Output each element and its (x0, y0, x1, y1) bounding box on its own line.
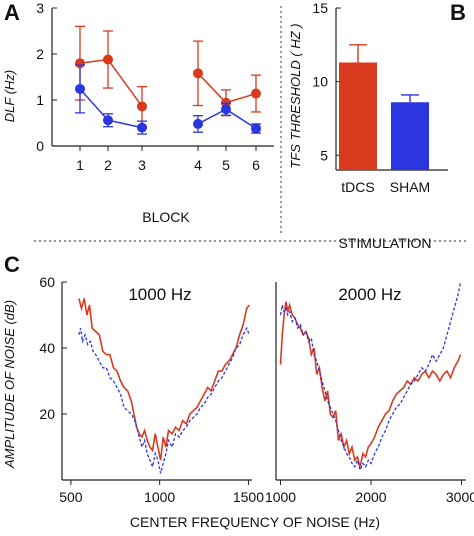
panel-c-left-x-tick-label: 1500 (233, 489, 264, 505)
panel-c-xlabel: CENTER FREQUENCY OF NOISE (Hz) (130, 514, 380, 530)
panel-b-chart: TFS THRESHOLD ( HZ ) STIMULATION 5 10 15 tD… (288, 0, 448, 251)
panel-b-y-tick-label: 15 (312, 0, 328, 16)
panel-b-y-tick-label: 5 (320, 147, 328, 163)
panel-c-right-x-tick-label: 2000 (355, 489, 386, 505)
panel-a-y-tick-label: 1 (36, 92, 44, 108)
panel-a-point-blue (137, 122, 147, 133)
panel-c-left-x-tick-label: 500 (59, 489, 83, 505)
panel-a-y-tick-label: 2 (36, 46, 44, 62)
panel-a-point-blue (193, 118, 203, 129)
panel-c-ylabel: AMPLITUDE OF NOISE (dB) (2, 300, 17, 469)
panel-label-b: B (450, 0, 466, 25)
panel-c-right-series-red (279, 301, 462, 468)
panel-b-bar-SHAM (391, 102, 429, 170)
panel-c-right-x-tick-label: 1000 (265, 489, 296, 505)
panel-label-c: C (4, 252, 20, 277)
panel-a-x-tick-label: 5 (222, 157, 230, 173)
panel-b-category-label: tDCS (341, 179, 374, 195)
panel-b-category-label: SHAM (390, 179, 430, 195)
panel-a-point-red (137, 101, 147, 112)
panel-c-right-x-tick-label: 3000 (446, 489, 474, 505)
panel-a-point-red (75, 58, 85, 69)
panel-c-left-y-tick-label: 20 (39, 406, 55, 422)
panel-c-left-x-tick-label: 1000 (144, 489, 175, 505)
panel-c-right-title: 2000 Hz (338, 285, 401, 304)
panel-a-y-tick-label: 0 (36, 138, 44, 154)
panel-a-xlabel: BLOCK (142, 209, 190, 225)
panel-a-point-blue (221, 104, 231, 115)
panel-c-right-chart: 2000 Hz 1000 2000 3000 (265, 281, 474, 505)
panel-c-left-title: 1000 Hz (128, 285, 191, 304)
panel-a-point-blue (75, 83, 85, 94)
panel-label-a: A (4, 0, 20, 25)
panel-a-point-red (251, 88, 261, 99)
panel-a-x-tick-label: 4 (194, 157, 202, 173)
panel-c-left-series-red (78, 298, 250, 461)
panel-a-y-tick-label: 3 (36, 0, 44, 16)
panel-a-point-red (193, 68, 203, 79)
panel-a-x-tick-label: 3 (138, 157, 146, 173)
panel-a-point-red (103, 54, 113, 65)
panel-b-y-tick-label: 10 (312, 74, 328, 90)
panel-a-x-tick-label: 1 (76, 157, 84, 173)
panel-c-left-y-tick-label: 40 (39, 340, 55, 356)
panel-b-xlabel: STIMULATION (338, 235, 431, 251)
panel-a-x-tick-label: 6 (252, 157, 260, 173)
panel-a-point-blue (251, 123, 261, 134)
panel-c-left-y-tick-label: 60 (39, 274, 55, 290)
panel-c-left-chart: AMPLITUDE OF NOISE (dB) 1000 Hz 20 40 60 50… (2, 274, 264, 505)
panel-a-chart: DLF (Hz) BLOCK 0 1 2 3 1 2 3 4 5 6 (2, 0, 274, 225)
panel-a-ylabel: DLF (Hz) (2, 70, 17, 122)
panel-a-x-tick-label: 2 (104, 157, 112, 173)
panel-a-point-blue (103, 115, 113, 126)
panel-c-left-series-blue (78, 326, 250, 474)
panel-b-ylabel: TFS THRESHOLD ( HZ ) (288, 23, 303, 168)
panel-c-right-series-blue (279, 281, 462, 473)
panel-b-bar-tDCS (339, 62, 377, 171)
